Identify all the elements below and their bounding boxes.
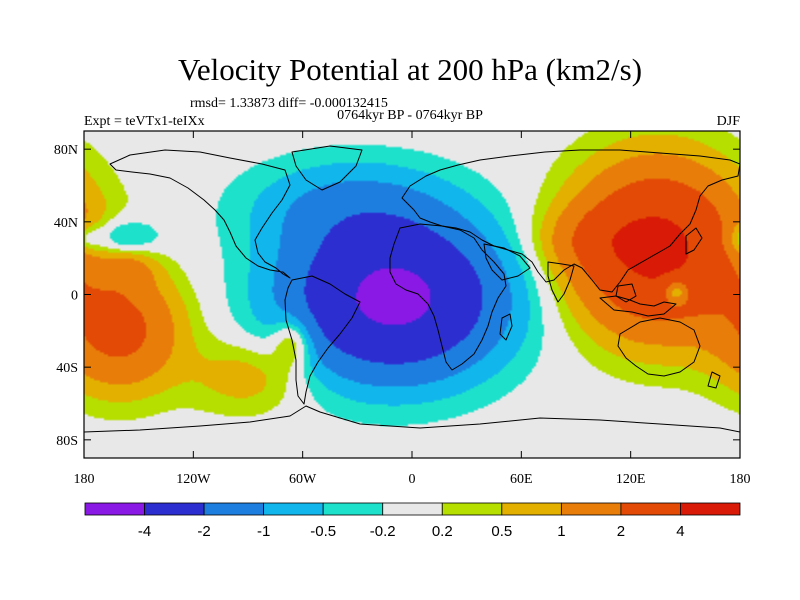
colorbar-swatch xyxy=(322,502,384,516)
colorbar-swatch xyxy=(441,502,503,516)
coastline-antarctica xyxy=(84,405,740,433)
colorbar-label: -1 xyxy=(257,523,270,540)
coastline-south-america xyxy=(284,275,361,405)
colorbar-label: -2 xyxy=(197,523,210,540)
y-tick-label: 40N xyxy=(54,216,78,231)
contour-field xyxy=(84,131,740,458)
colorbar-swatch xyxy=(263,502,324,516)
colorbar-swatch xyxy=(203,502,265,516)
y-tick-label: 40S xyxy=(56,361,78,376)
colorbar-swatch xyxy=(382,502,443,516)
experiment-label: Expt = teVTx1-teIXx xyxy=(84,114,205,129)
x-tick-label: 0 xyxy=(409,472,416,487)
colorbar-label: 1 xyxy=(557,523,565,540)
x-tick-label: 180 xyxy=(730,472,751,487)
colorbar-label: 0.2 xyxy=(432,523,453,540)
x-tick-label: 120W xyxy=(176,472,211,487)
coastlines xyxy=(84,145,740,433)
coastline-greenland xyxy=(291,145,363,191)
colorbar-label: -4 xyxy=(138,523,151,540)
x-tick-label: 180 xyxy=(74,472,95,487)
coastline-madagascar xyxy=(499,313,513,341)
colorbar-swatch xyxy=(144,502,205,516)
colorbar-swatch xyxy=(84,502,145,516)
colorbar-label: -0.5 xyxy=(310,523,336,540)
x-tick-label: 60W xyxy=(289,472,317,487)
x-tick-label: 120E xyxy=(616,472,646,487)
season-label: DJF xyxy=(717,114,741,129)
colorbar-swatch xyxy=(560,502,622,516)
chart-title: Velocity Potential at 200 hPa (km2/s) xyxy=(178,52,642,87)
y-tick-label: 80N xyxy=(54,143,78,158)
coastline-eurasia xyxy=(401,149,740,293)
colorbar-label: 4 xyxy=(676,523,684,540)
coastline-arabia xyxy=(483,243,531,281)
y-tick-label: 0 xyxy=(71,289,78,304)
coastline-japan xyxy=(685,227,703,255)
colorbar-swatch xyxy=(680,502,741,516)
coastline-australia xyxy=(617,317,701,377)
y-axis: 80N 40N 0 40S 80S xyxy=(54,143,740,449)
colorbar-swatch xyxy=(501,502,562,516)
colorbar-label: 2 xyxy=(617,523,625,540)
colorbar-label: 0.5 xyxy=(491,523,512,540)
stats-text: rmsd= 1.33873 diff= -0.000132415 xyxy=(190,96,388,111)
coastline-africa xyxy=(389,223,507,371)
y-tick-label: 80S xyxy=(56,434,78,449)
coastline-borneo xyxy=(615,283,637,303)
colorbar-swatch xyxy=(620,502,681,516)
contour-field-image xyxy=(84,131,740,458)
x-axis: 180 120W 60W 0 60E 120E 180 xyxy=(74,131,751,487)
coastline-india xyxy=(547,261,575,303)
x-tick-label: 60E xyxy=(510,472,533,487)
coastline-new-zealand xyxy=(707,371,721,389)
colorbar: -4 -2 -1 -0.5 -0.2 0.2 0.5 1 2 4 xyxy=(84,502,741,540)
colorbar-label: -0.2 xyxy=(370,523,396,540)
period-label: 0764kyr BP - 0764kyr BP xyxy=(337,108,483,123)
coastline-north-america xyxy=(109,149,291,279)
coastline-maritime-continent xyxy=(599,295,677,317)
